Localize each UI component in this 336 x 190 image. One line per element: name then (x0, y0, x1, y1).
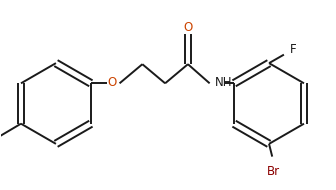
Text: O: O (183, 21, 193, 33)
Text: F: F (290, 43, 297, 56)
Text: O: O (108, 76, 117, 89)
Text: NH: NH (215, 76, 233, 89)
Text: Br: Br (267, 165, 280, 178)
